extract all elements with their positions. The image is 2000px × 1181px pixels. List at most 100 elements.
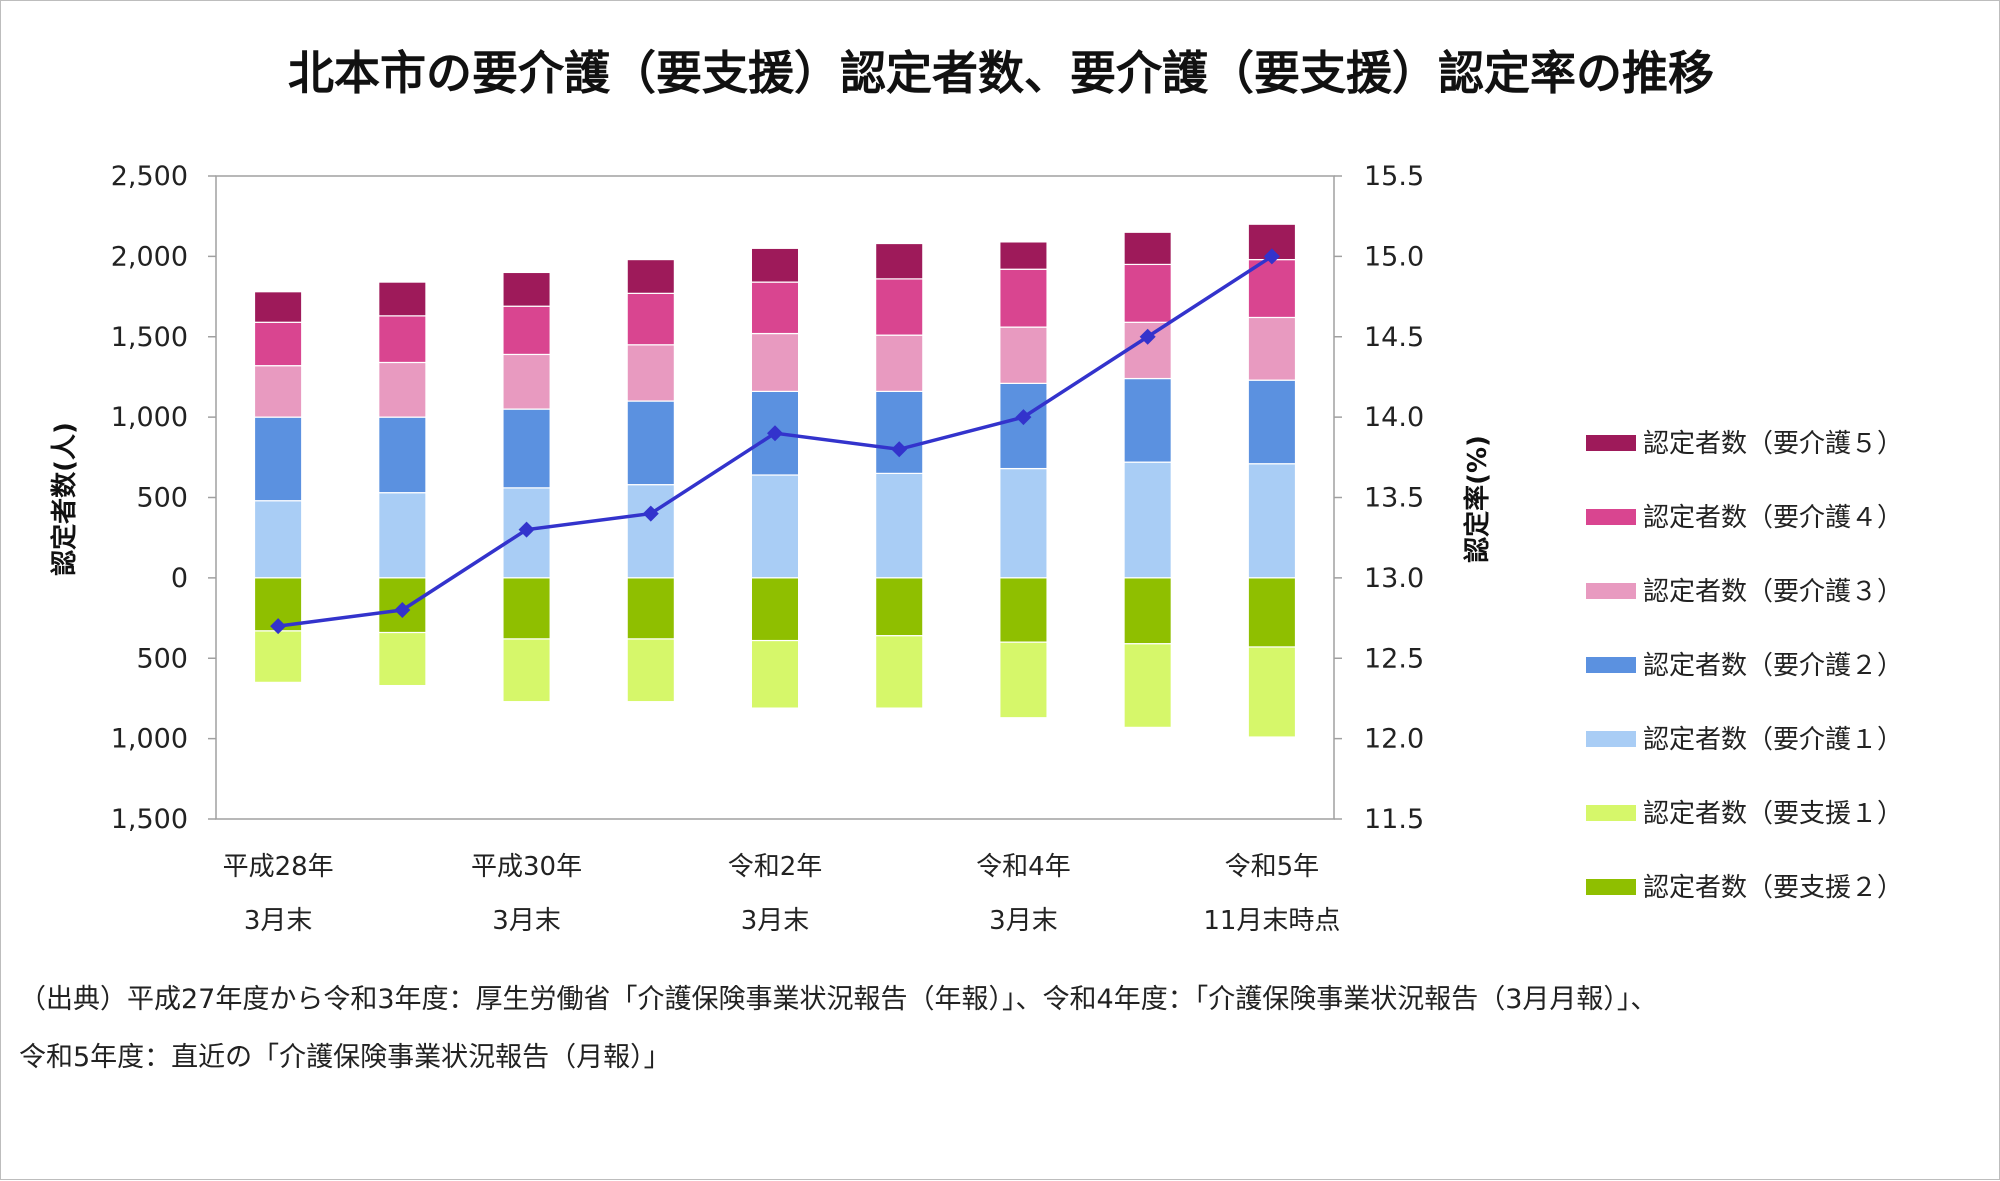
left-axis-ticks: 2,500 2,000 1,500 1,000 500 0 500 1,000 1,500 (111, 161, 216, 835)
bar-segment (253, 365, 303, 418)
category-label-line1: 令和5年 (1225, 852, 1320, 882)
bar-segment (999, 326, 1048, 384)
bar-segment (1123, 577, 1172, 645)
legend-label: 認定者数（要介護１） (1643, 725, 1903, 755)
bar-segment (502, 305, 551, 356)
bar-segment (253, 500, 303, 579)
rate-point (1015, 409, 1032, 426)
rate-point (767, 425, 783, 442)
legend-label: 認定者数（要介護５） (1643, 429, 1903, 459)
right-tick-label: 12.5 (1364, 643, 1424, 674)
right-tick-label: 13.5 (1364, 483, 1424, 514)
bar-segment (875, 390, 924, 474)
bar-segment (502, 271, 551, 307)
source-line-1: （出典）平成27年度から令和3年度：厚生労働省「介護保険事業状況報告（年報）」、… (19, 984, 1658, 1015)
bar-segment (1247, 316, 1297, 381)
category-label-line2: 3月末 (741, 906, 810, 936)
bar-segment (253, 416, 303, 502)
bar-segment (1123, 263, 1172, 323)
legend-label: 認定者数（要介護３） (1643, 577, 1903, 607)
category-label-line1: 平成30年 (471, 852, 582, 882)
bar-segment (378, 315, 427, 364)
bar-segment (999, 241, 1048, 270)
bar-segment (1247, 379, 1297, 465)
legend-swatch (1586, 509, 1636, 525)
bar-segment (626, 344, 675, 402)
bar-segment (999, 641, 1048, 719)
left-tick-label: 1,500 (111, 804, 188, 835)
right-tick-label: 15.5 (1364, 161, 1424, 192)
bar-segment (875, 635, 924, 709)
bar-segment (1123, 377, 1172, 463)
bar-segment (875, 334, 924, 393)
bar-segment (750, 577, 800, 642)
bar-segment (1123, 643, 1172, 728)
category-label-line2: 11月末時点 (1203, 906, 1340, 936)
bar-segment (750, 332, 800, 393)
bar-segment (378, 281, 427, 317)
rate-point (518, 521, 535, 538)
category-label-line1: 平成28年 (223, 852, 334, 882)
category-label-line2: 3月末 (989, 906, 1058, 936)
chart-title: 北本市の要介護（要支援）認定者数、要介護（要支援）認定率の推移 (288, 46, 1714, 100)
bar-segment (626, 484, 675, 579)
bar-segment (750, 281, 800, 335)
bar-segment (502, 638, 551, 703)
bar-segment (378, 416, 427, 494)
left-tick-label: 2,000 (111, 241, 188, 272)
bar-segment (626, 577, 675, 640)
source-line-2: 令和5年度：直近の「介護保険事業状況報告（月報）」 (19, 1042, 671, 1073)
bar-segment (253, 630, 303, 683)
bar-segment (253, 321, 303, 367)
right-tick-label: 15.0 (1364, 241, 1424, 272)
bar-segment (999, 577, 1048, 643)
source-note: （出典）平成27年度から令和3年度：厚生労働省「介護保険事業状況報告（年報）」、… (19, 971, 1979, 1087)
right-tick-label: 14.0 (1364, 402, 1424, 433)
legend-swatch (1586, 657, 1636, 673)
rate-point (270, 618, 287, 635)
rate-point (394, 602, 411, 619)
rate-line-group (270, 248, 1280, 635)
left-tick-label: 500 (136, 643, 188, 674)
left-tick-label: 1,000 (111, 402, 188, 433)
legend: 認定者数（要介護５） 認定者数（要介護４） 認定者数（要介護３） 認定者数（要介護２）… (1586, 429, 1903, 903)
right-tick-label: 14.5 (1364, 322, 1424, 353)
bar-segment (502, 353, 551, 410)
left-tick-label: 1,500 (111, 322, 188, 353)
legend-swatch (1586, 805, 1636, 821)
bar-segment (502, 408, 551, 489)
left-tick-label: 1,000 (111, 724, 188, 755)
legend-label: 認定者数（要支援２） (1643, 873, 1903, 903)
category-label-line1: 令和2年 (728, 852, 823, 882)
bar-segment (750, 474, 800, 579)
bar-segment (626, 400, 675, 486)
bar-segment (1247, 577, 1297, 648)
bar-segment (750, 639, 800, 709)
bar-segment (999, 268, 1048, 328)
legend-label: 認定者数（要介護２） (1643, 651, 1903, 681)
bar-segment (999, 382, 1048, 470)
bar-segment (750, 247, 800, 283)
bar-segment (626, 258, 675, 294)
bar-segment (1247, 646, 1297, 738)
category-label-line2: 3月末 (244, 906, 313, 936)
bar-segment (875, 472, 924, 579)
bar-segment (1123, 231, 1172, 266)
bar-segment (999, 467, 1048, 579)
bar-segment (378, 631, 427, 687)
bar-segment (378, 361, 427, 418)
legend-label: 認定者数（要支援１） (1643, 799, 1903, 829)
right-tick-label: 11.5 (1364, 804, 1424, 835)
bar-segment (875, 242, 924, 280)
legend-swatch (1586, 731, 1636, 747)
rate-point (1139, 328, 1156, 345)
right-tick-label: 12.0 (1364, 724, 1424, 755)
rate-point (642, 505, 659, 522)
left-tick-label: 500 (136, 483, 188, 514)
bar-segment (875, 577, 924, 637)
legend-swatch (1586, 879, 1636, 895)
legend-label: 認定者数（要介護４） (1643, 503, 1903, 533)
left-tick-label: 2,500 (111, 161, 188, 192)
category-labels: 平成28年 3月末 平成30年 3月末 令和2年 3月末 令和4年 3月末 令和5年 11月末時点 (223, 852, 1341, 936)
bar-segment (502, 577, 551, 640)
